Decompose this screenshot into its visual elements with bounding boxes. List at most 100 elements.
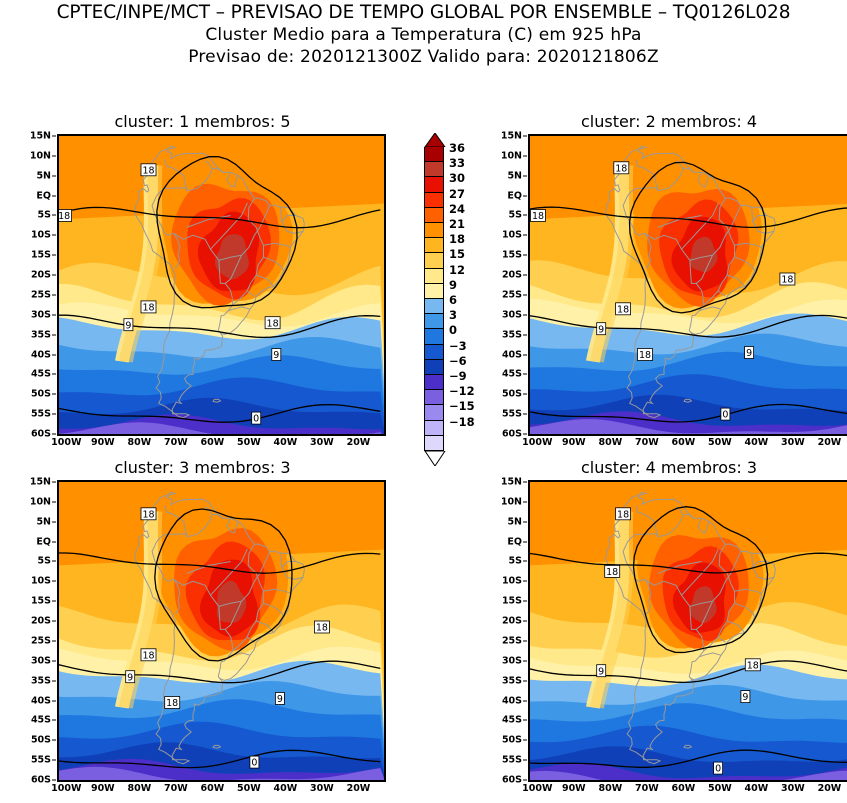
contour-label: 18 (615, 163, 627, 174)
colorbar: 36 33 30 27 24 21 18 15 12 9 6 3 0 −3 −6 −9 −12 −15 −18 (424, 133, 484, 466)
y-axis-tick-label: 50S (491, 735, 527, 746)
y-axis-tick-label: 10N (491, 150, 527, 161)
coastline (697, 517, 710, 534)
coastline (210, 548, 248, 596)
coastline (256, 274, 275, 287)
contour-line (154, 508, 293, 662)
colorbar-band (424, 207, 444, 223)
panel-cluster-4[interactable]: cluster: 4 membros: 3 18 18 18 9 9 0 15N 10N 5N… (491, 458, 847, 794)
coastline (688, 315, 693, 331)
x-axis-tick-label: 30W (781, 437, 805, 448)
contour-label-box (596, 664, 607, 678)
temperature-contour-map: 18 18 18 18 9 9 0 (59, 482, 384, 780)
colorbar-band (424, 344, 444, 360)
coastline (727, 274, 746, 287)
shading-band (59, 766, 384, 780)
contour-label: 9 (277, 694, 283, 705)
y-axis-tick-label: 50S (491, 389, 527, 400)
y-axis-tick-label: 25S (20, 289, 56, 300)
coastline (689, 205, 742, 261)
map-frame-cluster-3[interactable]: 18 18 18 18 9 9 0 (57, 480, 386, 782)
contour-label: 18 (142, 303, 154, 314)
coastline (681, 548, 719, 596)
colorbar-tick-label: 27 (449, 186, 466, 201)
coastline (683, 168, 694, 173)
coastline (683, 744, 693, 749)
coastline (224, 254, 243, 284)
coastline (751, 207, 767, 223)
panel-title-cluster-3: cluster: 3 membros: 3 (114, 458, 291, 477)
shading-band (216, 580, 247, 623)
colorbar-band (424, 162, 444, 178)
y-axis-tick-label: 60S (20, 429, 56, 440)
contour-label: 9 (125, 320, 131, 331)
contour-label-box (249, 755, 260, 769)
x-axis-tick-label: 60W (671, 783, 696, 794)
coastline (734, 588, 762, 594)
coastline (703, 290, 719, 306)
y-axis-tick-label: 45S (20, 369, 56, 380)
panel-cluster-1[interactable]: cluster: 1 membros: 5 18 18 18 18 9 9 0 15N 10N… (20, 112, 386, 448)
x-axis-tick-label: 40W (744, 783, 769, 794)
coastline (689, 551, 742, 607)
y-axis-tick-label: 60S (20, 775, 56, 786)
colorbar-tick-label: 6 (449, 293, 458, 307)
map-frame-cluster-4[interactable]: 18 18 18 9 9 0 (528, 480, 847, 782)
y-axis-tick-label: 15N (20, 131, 56, 142)
y-axis-tick-label: 10S (491, 230, 527, 241)
coastline (688, 661, 693, 677)
contour-label-box (713, 761, 724, 775)
y-axis-tick-label: 50S (20, 735, 56, 746)
contour-label-box (264, 316, 281, 330)
coastline (246, 198, 264, 297)
contour-label-box (140, 163, 157, 177)
andes-cool-tongue (586, 509, 630, 709)
colorbar-bottom-arrow (424, 451, 446, 466)
y-axis-tick-label: 60S (491, 429, 527, 440)
header-block: CPTEC/INPE/MCT – PREVISAO DE TEMPO GLOBA… (0, 0, 847, 68)
x-axis-tick-label: 20W (817, 783, 842, 794)
contour-label: 18 (142, 650, 154, 661)
coastline (703, 636, 719, 652)
panel-title-cluster-1: cluster: 1 membros: 5 (114, 112, 291, 131)
shading-band (530, 770, 847, 780)
map-frame-cluster-1[interactable]: 18 18 18 18 9 9 0 (57, 134, 386, 436)
x-axis-tick-label: 40W (273, 437, 298, 448)
y-axis-tick-label: 20S (491, 616, 527, 627)
contour-label: 18 (532, 211, 544, 222)
x-axis-tick-label: 80W (598, 437, 623, 448)
x-axis-tick-label: 90W (90, 437, 115, 448)
coastline (212, 514, 223, 519)
coastline (232, 290, 248, 306)
y-axis-tick-label: 45S (491, 369, 527, 380)
colorbar-band (424, 435, 444, 451)
coastline (734, 602, 756, 618)
y-axis-tick-label: 30S (20, 655, 56, 666)
contour-label-box (596, 322, 607, 336)
contour-label: 0 (722, 410, 728, 421)
panel-cluster-3[interactable]: cluster: 3 membros: 3 18 18 18 18 9 9 0 15N 10N… (20, 458, 386, 794)
panel-cluster-2[interactable]: cluster: 2 membros: 4 18 18 18 18 18 9 9 0 15N 1… (491, 112, 847, 448)
contour-line (530, 749, 847, 768)
coastline (657, 561, 702, 574)
x-axis-tick-label: 80W (598, 783, 623, 794)
x-axis-tick-label: 50W (708, 783, 732, 794)
coastline (187, 506, 213, 538)
y-axis-tick-label: 5S (491, 210, 527, 221)
map-frame-cluster-2[interactable]: 18 18 18 18 18 9 9 0 (528, 134, 847, 436)
temperature-contour-map: 18 18 18 9 9 0 (530, 482, 847, 780)
y-axis-tick-label: 40S (20, 349, 56, 360)
temperature-contour-map: 18 18 18 18 9 9 0 (59, 136, 384, 434)
coastline (263, 242, 291, 248)
coastline (281, 567, 304, 580)
coastline (173, 578, 234, 663)
coastline (695, 600, 714, 630)
colorbar-tick-label: −15 (449, 399, 475, 414)
y-axis-tick-label: EQ (20, 190, 56, 201)
x-axis-tick-label: 70W (634, 783, 659, 794)
header-title-line-3: Previsao de: 2020121300Z Valido para: 20… (188, 47, 659, 67)
x-axis-tick-label: 30W (310, 437, 334, 448)
coastline (695, 254, 714, 284)
contour-label: 9 (127, 672, 133, 683)
shading-band (530, 762, 847, 780)
